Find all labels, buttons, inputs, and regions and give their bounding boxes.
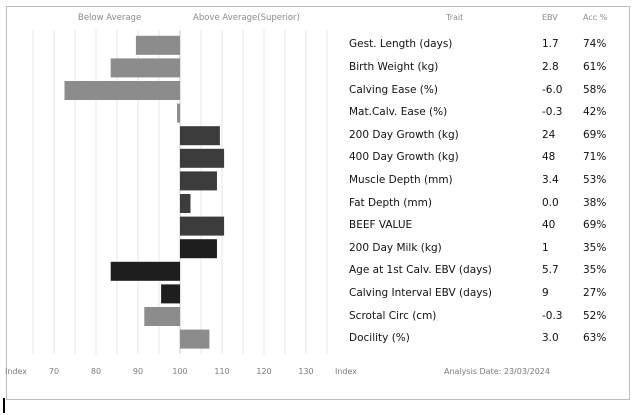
bar (180, 194, 191, 213)
ebv-value: 48 (542, 151, 556, 164)
trait-label: 200 Day Growth (kg) (349, 128, 459, 141)
bar (180, 126, 220, 146)
acc-value: 69% (583, 219, 607, 232)
ebv-value: 0.0 (542, 196, 559, 209)
bar (110, 58, 180, 78)
ebv-value: 24 (542, 128, 556, 141)
acc-value: 27% (583, 286, 607, 299)
x-tick-label: 110 (214, 367, 230, 376)
trait-label: 200 Day Milk (kg) (349, 241, 442, 254)
bar (135, 35, 180, 55)
trait-label: Docility (%) (349, 332, 410, 345)
ebv-value: 1 (542, 241, 549, 254)
acc-value: 42% (583, 106, 607, 119)
trait-label: Calving Interval EBV (days) (349, 286, 493, 299)
x-tick-label: 130 (298, 367, 314, 376)
bar (180, 148, 225, 168)
trait-label: Mat.Calv. Ease (%) (349, 106, 448, 119)
bar (161, 284, 180, 304)
corner-mark (3, 398, 5, 413)
acc-value: 52% (583, 309, 607, 322)
chart-frame (6, 6, 630, 400)
trait-label: Age at 1st Calv. EBV (days) (349, 264, 492, 277)
trait-label: Fat Depth (mm) (349, 196, 432, 209)
analysis-date: Analysis Date: 23/03/2024 (444, 367, 550, 376)
ebv-value: 3.4 (542, 173, 559, 186)
x-tick-label: 100 (172, 367, 188, 376)
acc-value: 74% (583, 38, 607, 51)
trait-label: Scrotal Circ (cm) (349, 309, 437, 322)
trait-column-header: Trait (446, 13, 464, 22)
ebv-value: 1.7 (542, 38, 559, 51)
acc-value: 53% (583, 173, 607, 186)
index-axis-label-right: Index (335, 367, 358, 376)
trait-label: 400 Day Growth (kg) (349, 151, 459, 164)
ebv-value: 40 (542, 219, 556, 232)
acc-value: 69% (583, 128, 607, 141)
acc-value: 61% (583, 60, 607, 73)
bar (64, 81, 180, 100)
ebv-value: -0.3 (542, 309, 563, 322)
acc-value: 71% (583, 151, 607, 164)
x-tick-label: 120 (256, 367, 272, 376)
x-tick-label: 70 (48, 367, 60, 376)
bar (180, 216, 225, 236)
ebv-value: 9 (542, 286, 549, 299)
bar (180, 329, 210, 349)
x-tick-label: 90 (132, 367, 144, 376)
ebv-value: 3.0 (542, 332, 559, 345)
bar (110, 261, 180, 281)
ebv-value: 2.8 (542, 60, 559, 73)
trait-label: Gest. Length (days) (349, 38, 453, 51)
acc-value: 63% (583, 332, 607, 345)
bar (177, 103, 180, 123)
ebv-value: -6.0 (542, 83, 563, 96)
index-axis-label-left: Index (5, 367, 28, 376)
above-average-label: Above Average(Superior) (193, 13, 300, 23)
bar (144, 307, 180, 326)
ebv-value: -0.3 (542, 106, 563, 119)
acc-value: 35% (583, 264, 607, 277)
acc-value: 58% (583, 83, 607, 96)
acc-value: 38% (583, 196, 607, 209)
below-average-label: Below Average (78, 13, 142, 23)
trait-label: BEEF VALUE (349, 219, 413, 232)
ebv-value: 5.7 (542, 264, 559, 277)
bar (180, 171, 217, 191)
trait-label: Calving Ease (%) (349, 83, 438, 96)
trait-label: Muscle Depth (mm) (349, 173, 453, 186)
ebv-column-header: EBV (542, 13, 558, 22)
trait-label: Birth Weight (kg) (349, 60, 439, 73)
bar (180, 239, 217, 259)
acc-column-header: Acc % (583, 13, 608, 22)
acc-value: 35% (583, 241, 607, 254)
x-tick-label: 80 (90, 367, 102, 376)
